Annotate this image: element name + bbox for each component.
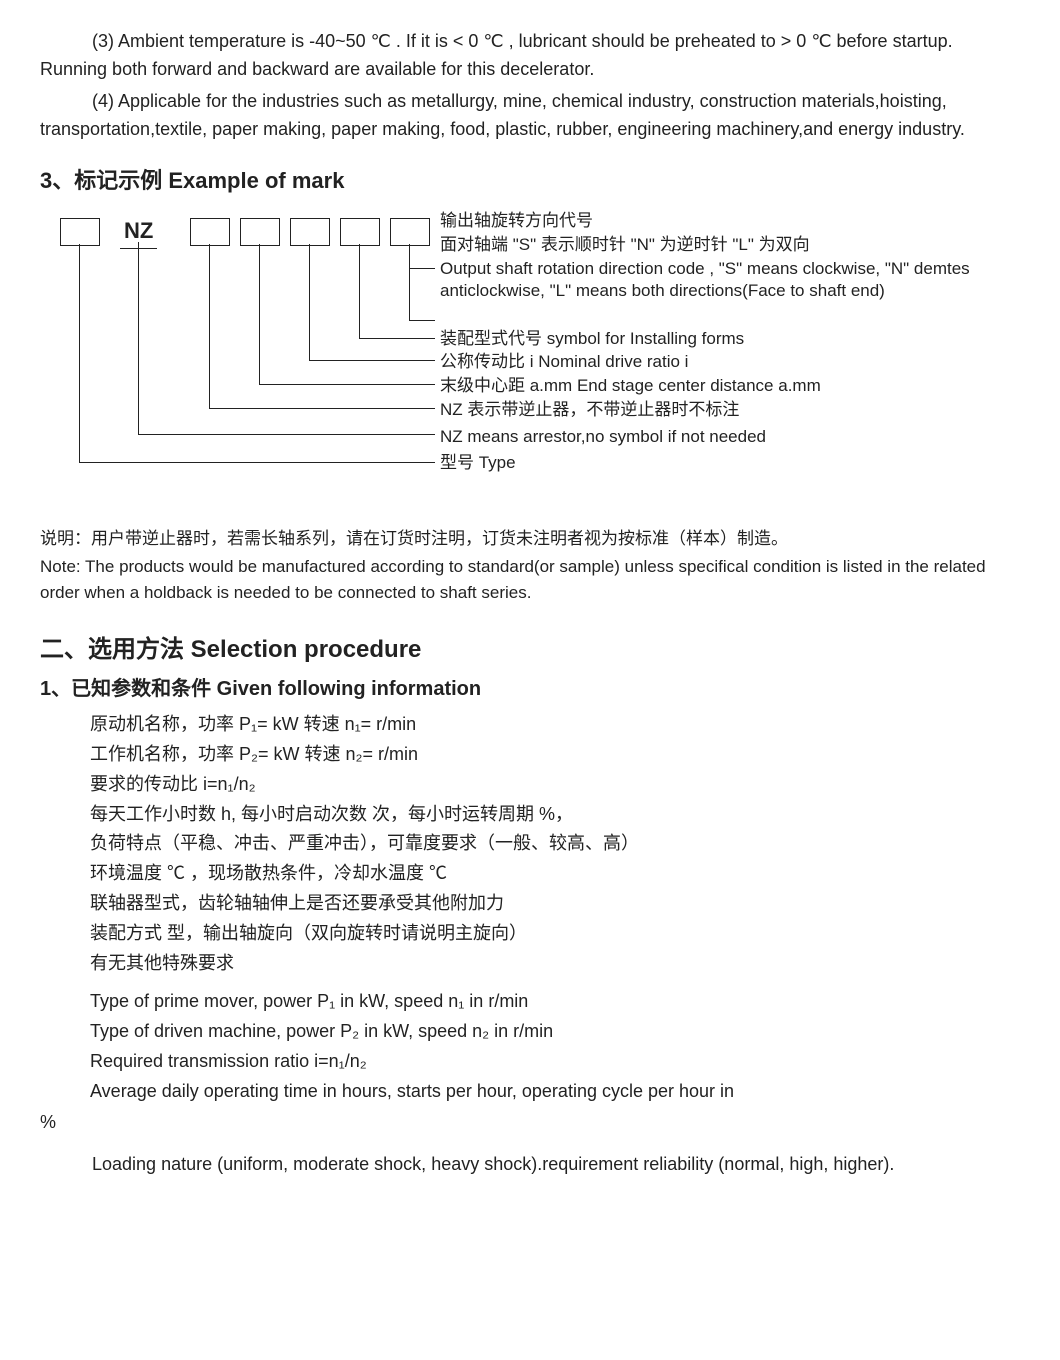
conn-v6: [409, 244, 410, 268]
desc-3: 公称传动比 i Nominal drive ratio i: [440, 351, 1020, 373]
sel-line: 工作机名称，功率 P₂= kW 转速 n₂= r/min: [90, 741, 1020, 769]
mark-box-1: [60, 218, 100, 246]
sel-line: 原动机名称，功率 P₁= kW 转速 n₁= r/min: [90, 711, 1020, 739]
paragraph-3: (3) Ambient temperature is -40~50 ℃ . If…: [40, 28, 1020, 84]
conn-v5: [359, 244, 360, 338]
desc-1c: Output shaft rotation direction code , "…: [440, 258, 1020, 302]
sel-line: 每天工作小时数 h, 每小时启动次数 次，每小时运转周期 %，: [90, 801, 1020, 829]
mark-diagram: NZ 输出轴旋转方向代号 面对轴端 "S" 表示顺时针 "N" 为逆时针 "L"…: [40, 208, 1020, 508]
conn-h2: [209, 408, 435, 409]
sel-line: Average daily operating time in hours, s…: [90, 1078, 1020, 1106]
conn-v3: [259, 244, 260, 384]
mark-box-6: [390, 218, 430, 246]
selection-sub: 1、已知参数和条件 Given following information: [40, 674, 1020, 705]
conn-h6: [409, 268, 435, 269]
sel-tail1: %: [40, 1109, 1020, 1137]
conn-h3: [259, 384, 435, 385]
mark-note-en: Note: The products would be manufactured…: [40, 554, 1020, 607]
conn-h5: [359, 338, 435, 339]
sel-line: 装配方式 型，输出轴旋向（双向旋转时请说明主旋向）: [90, 920, 1020, 948]
sel-line: Required transmission ratio i=n₁/n₂: [90, 1048, 1020, 1076]
conn-hnz: [138, 434, 435, 435]
desc-2: 装配型式代号 symbol for Installing forms: [440, 328, 1020, 350]
desc-1b: 面对轴端 "S" 表示顺时针 "N" 为逆时针 "L" 为双向: [440, 234, 1020, 256]
mark-box-4: [290, 218, 330, 246]
page: (3) Ambient temperature is -40~50 ℃ . If…: [0, 0, 1060, 1223]
desc-6: 型号 Type: [440, 452, 1020, 474]
mark-heading: 3、标记示例 Example of mark: [40, 164, 1020, 198]
desc-1a: 输出轴旋转方向代号: [440, 210, 1020, 232]
mark-box-2: [190, 218, 230, 246]
sel-line: 环境温度 ℃ ，现场散热条件，冷却水温度 ℃: [90, 860, 1020, 888]
conn-v4: [309, 244, 310, 360]
desc-4: 末级中心距 a.mm End stage center distance a.m…: [440, 375, 1020, 397]
mark-note-cn: 说明：用户带逆止器时，若需长轴系列，请在订货时注明，订货未注明者视为按标准（样本…: [40, 526, 1020, 552]
conn-h1: [79, 462, 435, 463]
selection-heading: 二、选用方法 Selection procedure: [40, 631, 1020, 668]
conn-v1: [79, 244, 80, 462]
desc-5b: NZ means arrestor,no symbol if not neede…: [440, 426, 1020, 448]
conn-h4: [309, 360, 435, 361]
sel-line: 要求的传动比 i=n₁/n₂: [90, 771, 1020, 799]
sel-line: Type of driven machine, power P₂ in kW, …: [90, 1018, 1020, 1046]
selection-list: 原动机名称，功率 P₁= kW 转速 n₁= r/min 工作机名称，功率 P₂…: [90, 711, 1020, 1106]
conn-v2: [209, 244, 210, 408]
paragraph-4: (4) Applicable for the industries such a…: [40, 88, 1020, 144]
conn-h-6: [409, 320, 435, 321]
sel-line: 联轴器型式，齿轮轴轴伸上是否还要承受其他附加力: [90, 890, 1020, 918]
sel-line: Type of prime mover, power P₁ in kW, spe…: [90, 988, 1020, 1016]
desc-5a: NZ 表示带逆止器，不带逆止器时不标注: [440, 399, 1020, 421]
mark-box-3: [240, 218, 280, 246]
mark-box-5: [340, 218, 380, 246]
sel-tail2: Loading nature (uniform, moderate shock,…: [40, 1151, 1020, 1179]
sel-line: 有无其他特殊要求: [90, 950, 1020, 978]
sel-line: 负荷特点（平稳、冲击、严重冲击），可靠度要求（一般、较高、高）: [90, 830, 1020, 858]
conn-vnz: [138, 242, 139, 434]
